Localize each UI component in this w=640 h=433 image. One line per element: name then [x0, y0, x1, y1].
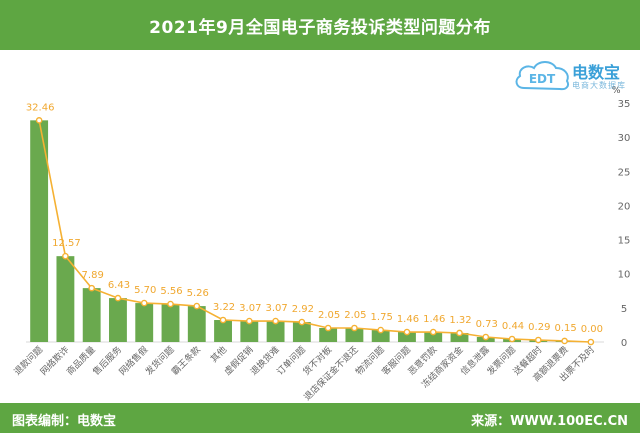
bar — [161, 304, 180, 342]
line-point — [246, 317, 253, 325]
data-label: 2.05 — [344, 310, 366, 321]
line-point — [429, 328, 437, 336]
line-point — [62, 252, 69, 260]
cloud-logo-icon: EDT — [515, 61, 570, 91]
line-point — [351, 324, 358, 332]
header-bar: 2021年9月全国电子商务投诉类型问题分布 — [0, 0, 640, 50]
data-label: 1.46 — [397, 314, 419, 325]
bar — [56, 256, 75, 342]
data-label: 0.15 — [554, 323, 576, 334]
y-tick-label: 25 — [618, 167, 631, 178]
brand-logo: EDT 电数宝 电商大数据库 — [512, 56, 638, 94]
bar — [424, 332, 443, 342]
footer-bar: 图表编制：电数宝 来源：WWW.100EC.CN — [0, 403, 640, 433]
data-label: 5.56 — [160, 286, 182, 297]
line-point — [456, 329, 463, 337]
bar — [345, 328, 364, 342]
line-point — [88, 284, 95, 292]
line-point — [508, 335, 516, 343]
y-tick-label: 30 — [618, 133, 631, 144]
bar — [135, 303, 154, 342]
line-point — [114, 294, 122, 302]
data-label: 32.46 — [26, 102, 55, 113]
x-tick-label: 其他 — [208, 344, 229, 365]
series-line — [38, 120, 591, 343]
logo-sub-text: 电商大数据库 — [572, 81, 626, 90]
data-label: 7.89 — [82, 270, 104, 281]
data-label: 1.32 — [449, 315, 471, 326]
y-tick-label: 20 — [618, 201, 631, 212]
data-label: 5.70 — [134, 285, 156, 296]
line-point — [193, 302, 201, 310]
bar — [187, 306, 206, 342]
line-point — [140, 299, 148, 307]
footer-source: 来源：WWW.100EC.CN — [471, 414, 628, 429]
bar — [30, 120, 49, 342]
line-point — [324, 324, 332, 332]
data-label: 3.22 — [213, 302, 235, 313]
bar — [319, 328, 338, 342]
line-point — [377, 326, 384, 334]
line-point — [587, 338, 595, 346]
logo-brand-text: 电数宝 — [572, 63, 621, 82]
line-point — [298, 318, 306, 326]
bar — [450, 332, 469, 342]
bar — [109, 298, 127, 342]
y-tick-label: 15 — [618, 236, 631, 247]
data-label: 0.44 — [502, 321, 524, 332]
y-tick-label: 35 — [618, 99, 631, 110]
data-label: 0.00 — [581, 324, 603, 335]
x-tick-label: 霸王条款 — [169, 344, 203, 378]
data-label: 3.07 — [239, 303, 261, 314]
line-point — [167, 300, 174, 308]
data-label: 3.07 — [265, 303, 287, 314]
data-label: 6.43 — [108, 280, 130, 291]
y-axis-unit: % — [612, 86, 621, 96]
data-label: 2.92 — [292, 304, 314, 315]
bar — [292, 322, 311, 342]
data-label: 1.46 — [423, 314, 445, 325]
line-point — [35, 117, 43, 124]
footer-credit: 图表编制：电数宝 — [12, 414, 117, 429]
line-point — [219, 316, 227, 324]
data-label: 0.73 — [476, 319, 498, 330]
data-label: 12.57 — [52, 238, 81, 249]
bar — [82, 288, 101, 342]
bar — [240, 321, 259, 342]
line-point — [535, 336, 542, 344]
chart-title: 2021年9月全国电子商务投诉类型问题分布 — [149, 17, 491, 38]
bar — [214, 320, 232, 342]
line-point — [403, 328, 411, 336]
bar — [398, 332, 416, 342]
line-point — [561, 337, 568, 345]
data-label: 2.05 — [318, 310, 340, 321]
bar — [266, 321, 285, 342]
data-label: 1.75 — [371, 312, 393, 323]
line-point — [272, 317, 279, 325]
line-point — [482, 333, 490, 341]
bar — [371, 330, 390, 342]
data-label: 5.26 — [187, 288, 209, 299]
data-label: 0.29 — [528, 322, 550, 333]
y-tick-label: 10 — [618, 270, 631, 281]
logo-mark-text: EDT — [529, 72, 556, 86]
y-tick-label: 0 — [621, 338, 627, 349]
y-tick-label: 5 — [621, 304, 627, 315]
